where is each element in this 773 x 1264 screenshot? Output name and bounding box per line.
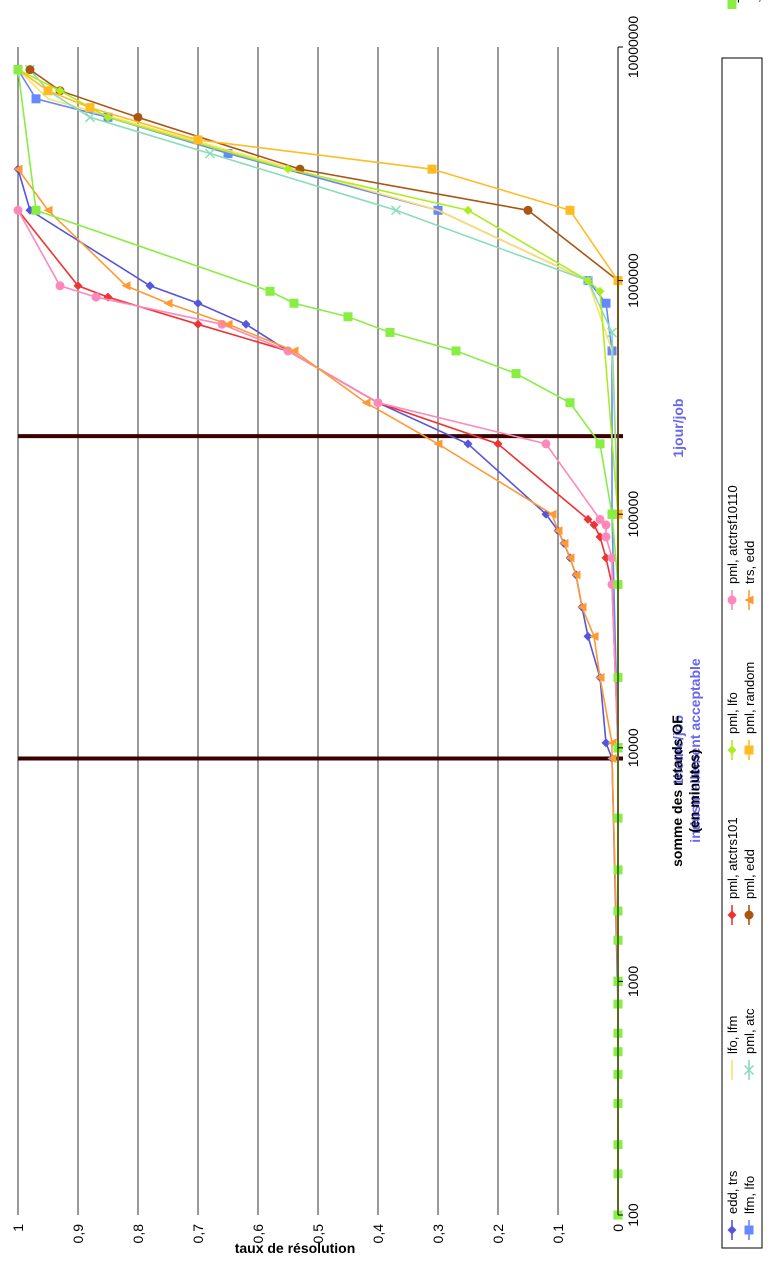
data-point [428,165,437,174]
y-axis-title: taux de résolution [235,1240,356,1256]
x-tick-label: 10000 [625,728,641,767]
legend-swatch-marker [745,911,754,920]
data-point [566,398,575,407]
x-axis-title: somme des retards OF [669,715,685,867]
x-tick-label: 100 [625,1203,641,1227]
y-tick-label: 0,7 [190,1224,206,1244]
y-tick-label: 0,2 [490,1224,506,1244]
data-point [524,206,533,215]
y-tick-label: 0,9 [70,1224,86,1244]
data-point [344,312,353,321]
x-tick-label: 10000000 [625,16,641,79]
legend-label: lfo, lfm [725,1016,740,1054]
legend-swatch-marker [745,746,754,755]
y-tick-label: 0,4 [370,1224,386,1244]
legend-box [722,58,762,1248]
legend-label: pml, edd [742,849,757,899]
data-point [602,299,611,308]
annotation-label: 1jour/job [670,399,686,458]
data-point [14,65,23,74]
data-point [290,299,299,308]
legend-swatch-marker [728,0,737,9]
data-point [92,293,101,302]
data-point [596,515,605,524]
x-tick-label: 100000 [625,491,641,538]
legend-item: pml, atcs101 [728,0,773,9]
legend-label: edd, trs [725,1170,740,1214]
data-point [86,103,95,112]
data-point [512,369,521,378]
data-point [374,398,383,407]
x-tick-label: 1000000 [625,253,641,308]
data-point [194,135,203,144]
data-point [32,94,41,103]
legend-swatch-marker [745,1226,754,1235]
data-point [596,439,605,448]
y-tick-label: 0 [610,1224,626,1232]
data-point [14,206,23,215]
data-point [26,65,35,74]
data-point [542,439,551,448]
legend-label: lfm, lfo [742,1176,757,1214]
data-point [566,206,575,215]
legend-swatch-marker [728,596,737,605]
data-point [452,346,461,355]
legend-label: pml, lfo [725,692,740,734]
data-point [602,532,611,541]
legend-label: pml, random [742,662,757,734]
data-point [56,281,65,290]
x-tick-label: 1000 [625,966,641,997]
y-tick-label: 0,3 [430,1224,446,1244]
legend-label: pml, atc [742,1008,757,1054]
legend-label: trs, edd [742,541,757,584]
legend-label: pml, atctrsf10110 [725,485,740,584]
x-axis-title-line2: (en minutes) [686,749,702,832]
legend-label: pml, atcs101 [737,0,773,3]
data-point [32,206,41,215]
data-point [386,328,395,337]
data-point [266,287,275,296]
y-tick-label: 0,1 [550,1224,566,1244]
y-tick-label: 0,8 [130,1224,146,1244]
data-point [44,86,53,95]
y-tick-label: 1 [10,1224,26,1232]
legend-label: pml, atctrs101 [725,817,740,899]
data-point [608,510,617,519]
